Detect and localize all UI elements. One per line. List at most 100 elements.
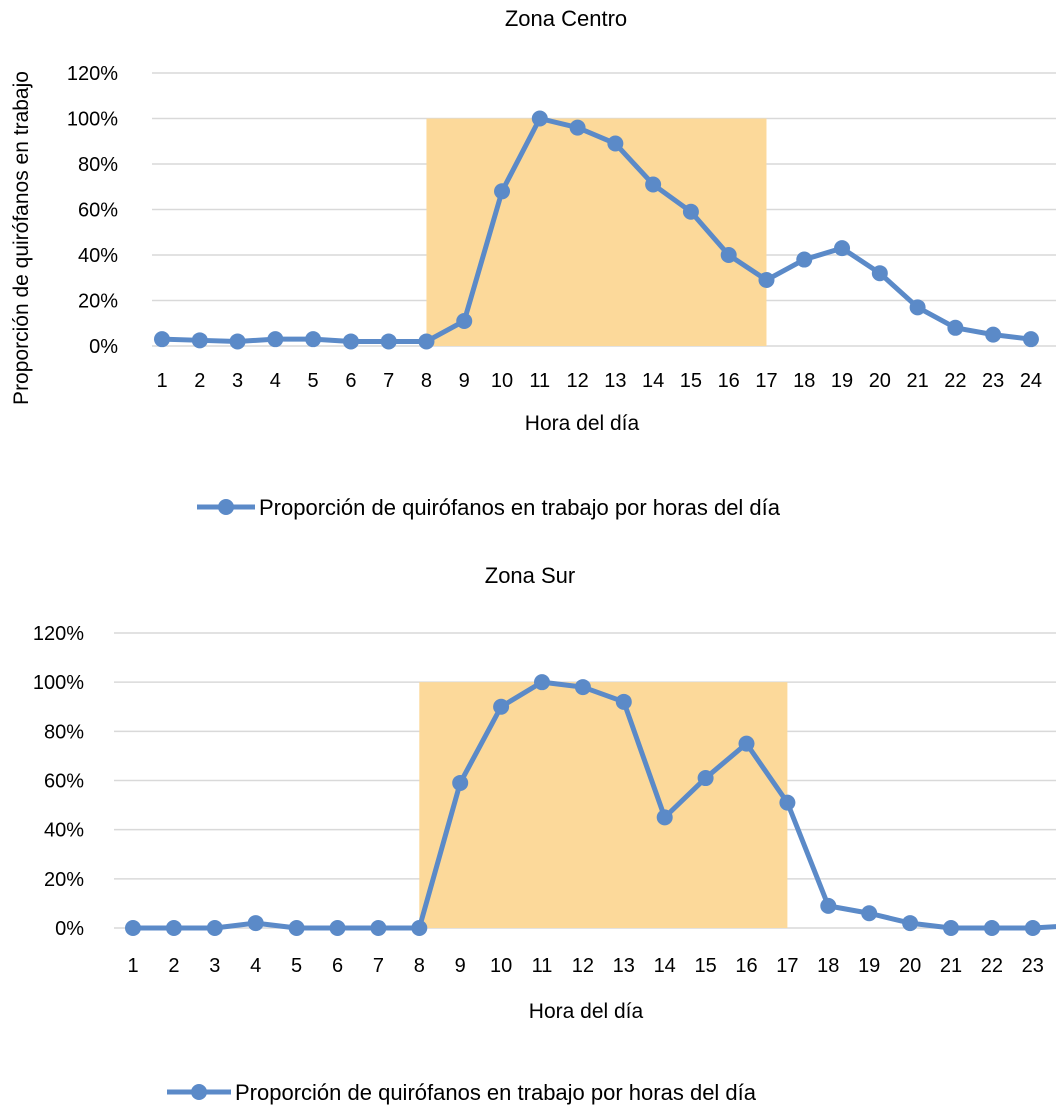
data-point <box>645 176 662 193</box>
y-tick-label: 0% <box>55 918 84 940</box>
data-point <box>329 920 346 936</box>
x-tick-label: 16 <box>735 955 757 977</box>
data-point <box>902 915 919 932</box>
legend: Proporción de quirófanos en trabajo por … <box>167 1080 757 1105</box>
data-point <box>779 794 796 811</box>
data-point <box>615 693 632 710</box>
x-tick-label: 7 <box>383 370 394 392</box>
x-tick-label: 8 <box>414 955 425 977</box>
x-tick-label: 13 <box>604 370 626 392</box>
legend-label: Proporción de quirófanos en trabajo por … <box>259 495 781 520</box>
x-tick-label: 20 <box>899 955 921 977</box>
legend: Proporción de quirófanos en trabajo por … <box>197 495 781 520</box>
y-tick-label: 80% <box>44 721 84 743</box>
chart-centro: Zona Centro Proporción de quirófanos en … <box>10 6 1056 520</box>
x-tick-label: 21 <box>906 370 928 392</box>
data-point <box>1024 920 1041 936</box>
y-tick-label: 120% <box>67 63 118 85</box>
data-point <box>531 110 548 127</box>
y-tick-label: 40% <box>44 820 84 842</box>
x-tick-label: 10 <box>490 955 512 977</box>
x-tick-label: 18 <box>793 370 815 392</box>
y-tick-label: 20% <box>78 291 118 313</box>
y-tick-label: 40% <box>78 245 118 267</box>
x-tick-label: 15 <box>680 370 702 392</box>
data-point <box>229 333 246 350</box>
data-point <box>682 203 699 220</box>
data-point <box>247 915 264 932</box>
series-group <box>125 674 1056 936</box>
data-point <box>411 920 428 936</box>
x-tick-label: 15 <box>694 955 716 977</box>
data-point <box>380 333 397 350</box>
x-tick-label: 5 <box>291 955 302 977</box>
x-tick-label: 11 <box>529 370 550 392</box>
data-point <box>985 326 1002 343</box>
data-point <box>206 920 223 936</box>
x-tick-label: 1 <box>127 955 138 977</box>
x-tick-label: 13 <box>613 955 635 977</box>
x-tick-label: 12 <box>572 955 594 977</box>
x-tick-label: 23 <box>982 370 1004 392</box>
highlight-band <box>419 682 788 928</box>
data-point <box>569 119 586 136</box>
x-tick-label: 18 <box>817 955 839 977</box>
x-tick-label: 11 <box>532 955 553 977</box>
x-tick-label: 24 <box>1020 370 1042 392</box>
x-tick-label: 3 <box>209 955 220 977</box>
data-point <box>834 240 851 257</box>
data-point <box>796 251 813 268</box>
legend-marker-icon <box>191 1084 207 1100</box>
data-point <box>861 905 878 922</box>
data-point <box>456 312 473 329</box>
data-point <box>983 920 1000 936</box>
x-tick-label: 9 <box>459 370 470 392</box>
series-group <box>154 110 1039 350</box>
x-tick-label: 7 <box>373 955 384 977</box>
x-tick-label: 19 <box>858 955 880 977</box>
y-tick-label: 100% <box>67 109 118 131</box>
data-point <box>342 333 359 350</box>
x-tick-label: 9 <box>455 955 466 977</box>
data-point <box>418 333 435 350</box>
x-tick-label: 17 <box>755 370 777 392</box>
x-tick-label: 20 <box>869 370 891 392</box>
x-tick-label: 22 <box>944 370 966 392</box>
x-tick-label: 17 <box>776 955 798 977</box>
y-tick-labels: 0% 20% 40% 60% 80% 100% 120% <box>33 623 84 940</box>
data-point <box>738 735 755 752</box>
y-axis-label: Proporción de quirófanos en trabajo <box>10 71 33 405</box>
data-point <box>370 920 387 936</box>
data-point <box>288 920 305 936</box>
data-point <box>943 920 959 936</box>
y-tick-label: 120% <box>33 623 84 645</box>
x-tick-label: 8 <box>421 370 432 392</box>
y-tick-labels: 0% 20% 40% 60% 80% 100% 120% <box>67 63 118 358</box>
highlight-band <box>426 118 767 346</box>
data-point <box>493 698 510 715</box>
x-tick-label: 14 <box>654 955 676 977</box>
data-point <box>125 920 141 936</box>
data-point <box>191 332 208 349</box>
x-tick-label: 19 <box>831 370 853 392</box>
y-tick-label: 100% <box>33 672 84 694</box>
x-tick-label: 2 <box>168 955 179 977</box>
data-point <box>574 679 591 696</box>
x-tick-label: 1 <box>156 370 167 392</box>
y-tick-label: 0% <box>89 336 118 358</box>
x-axis-label: Hora del día <box>525 412 640 435</box>
x-tick-label: 22 <box>981 955 1003 977</box>
x-tick-label: 6 <box>345 370 356 392</box>
data-point <box>656 809 673 826</box>
x-tick-label: 14 <box>642 370 664 392</box>
x-tick-label: 3 <box>232 370 243 392</box>
chart-title: Zona Centro <box>505 6 627 31</box>
data-point <box>494 183 511 200</box>
data-point <box>697 770 714 787</box>
data-point <box>758 272 775 289</box>
data-point <box>165 920 182 936</box>
